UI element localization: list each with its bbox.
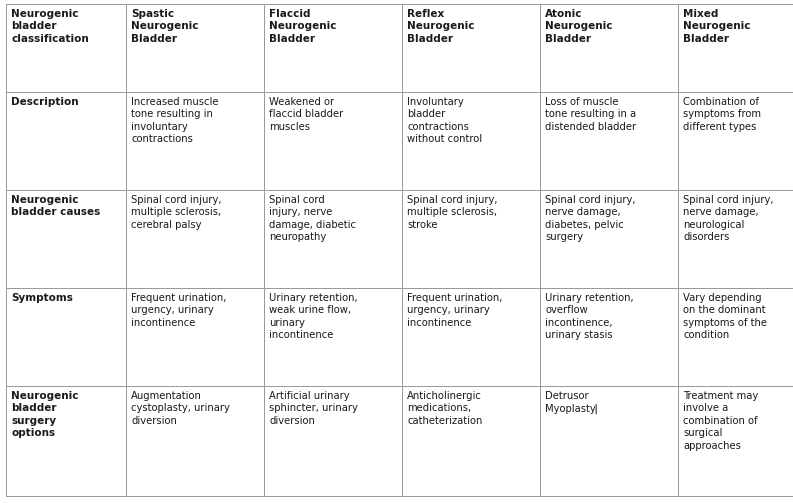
- Bar: [264, 92, 402, 190]
- Text: Spinal cord
injury, nerve
damage, diabetic
neuropathy: Spinal cord injury, nerve damage, diabet…: [269, 195, 356, 242]
- Text: Spastic
Neurogenic
Bladder: Spastic Neurogenic Bladder: [131, 9, 198, 44]
- Text: Involuntary
bladder
contractions
without control: Involuntary bladder contractions without…: [407, 97, 482, 144]
- Bar: [264, 386, 402, 496]
- Text: Spinal cord injury,
nerve damage,
neurological
disorders: Spinal cord injury, nerve damage, neurol…: [683, 195, 773, 242]
- Bar: [402, 190, 540, 288]
- Text: Augmentation
cystoplasty, urinary
diversion: Augmentation cystoplasty, urinary divers…: [131, 391, 230, 426]
- Bar: [678, 190, 793, 288]
- Text: Vary depending
on the dominant
symptoms of the
condition: Vary depending on the dominant symptoms …: [683, 293, 767, 340]
- Bar: [6, 92, 126, 190]
- Text: Frequent urination,
urgency, urinary
incontinence: Frequent urination, urgency, urinary inc…: [131, 293, 226, 328]
- Bar: [264, 190, 402, 288]
- Text: Increased muscle
tone resulting in
involuntary
contractions: Increased muscle tone resulting in invol…: [131, 97, 219, 144]
- Text: Description: Description: [11, 97, 79, 107]
- Bar: [540, 4, 678, 92]
- Bar: [540, 190, 678, 288]
- Text: Detrusor
Myoplasty▏: Detrusor Myoplasty▏: [545, 391, 603, 413]
- Text: Urinary retention,
overflow
incontinence,
urinary stasis: Urinary retention, overflow incontinence…: [545, 293, 634, 340]
- Bar: [6, 190, 126, 288]
- Bar: [402, 386, 540, 496]
- Bar: [6, 386, 126, 496]
- Bar: [678, 386, 793, 496]
- Text: Spinal cord injury,
multiple sclerosis,
cerebral palsy: Spinal cord injury, multiple sclerosis, …: [131, 195, 221, 230]
- Text: Combination of
symptoms from
different types: Combination of symptoms from different t…: [683, 97, 761, 132]
- Bar: [126, 4, 264, 92]
- Bar: [540, 92, 678, 190]
- Bar: [126, 92, 264, 190]
- Text: Flaccid
Neurogenic
Bladder: Flaccid Neurogenic Bladder: [269, 9, 336, 44]
- Text: Reflex
Neurogenic
Bladder: Reflex Neurogenic Bladder: [407, 9, 474, 44]
- Bar: [678, 288, 793, 386]
- Bar: [126, 190, 264, 288]
- Text: Symptoms: Symptoms: [11, 293, 73, 303]
- Text: Treatment may
involve a
combination of
surgical
approaches: Treatment may involve a combination of s…: [683, 391, 758, 451]
- Bar: [540, 386, 678, 496]
- Bar: [402, 92, 540, 190]
- Bar: [402, 288, 540, 386]
- Bar: [126, 288, 264, 386]
- Bar: [402, 4, 540, 92]
- Text: Neurogenic
bladder
classification: Neurogenic bladder classification: [11, 9, 89, 44]
- Bar: [678, 4, 793, 92]
- Bar: [678, 92, 793, 190]
- Bar: [6, 4, 126, 92]
- Text: Artificial urinary
sphincter, urinary
diversion: Artificial urinary sphincter, urinary di…: [269, 391, 358, 426]
- Text: Neurogenic
bladder
surgery
options: Neurogenic bladder surgery options: [11, 391, 79, 438]
- Bar: [540, 288, 678, 386]
- Bar: [126, 386, 264, 496]
- Text: Mixed
Neurogenic
Bladder: Mixed Neurogenic Bladder: [683, 9, 750, 44]
- Text: Atonic
Neurogenic
Bladder: Atonic Neurogenic Bladder: [545, 9, 612, 44]
- Bar: [264, 4, 402, 92]
- Text: Neurogenic
bladder causes: Neurogenic bladder causes: [11, 195, 100, 217]
- Text: Weakened or
flaccid bladder
muscles: Weakened or flaccid bladder muscles: [269, 97, 343, 132]
- Bar: [264, 288, 402, 386]
- Text: Urinary retention,
weak urine flow,
urinary
incontinence: Urinary retention, weak urine flow, urin…: [269, 293, 358, 340]
- Text: Frequent urination,
urgency, urinary
incontinence: Frequent urination, urgency, urinary inc…: [407, 293, 503, 328]
- Text: Loss of muscle
tone resulting in a
distended bladder: Loss of muscle tone resulting in a diste…: [545, 97, 636, 132]
- Text: Spinal cord injury,
multiple sclerosis,
stroke: Spinal cord injury, multiple sclerosis, …: [407, 195, 497, 230]
- Text: Spinal cord injury,
nerve damage,
diabetes, pelvic
surgery: Spinal cord injury, nerve damage, diabet…: [545, 195, 635, 242]
- Text: Anticholinergic
medications,
catheterization: Anticholinergic medications, catheteriza…: [407, 391, 482, 426]
- Bar: [6, 288, 126, 386]
